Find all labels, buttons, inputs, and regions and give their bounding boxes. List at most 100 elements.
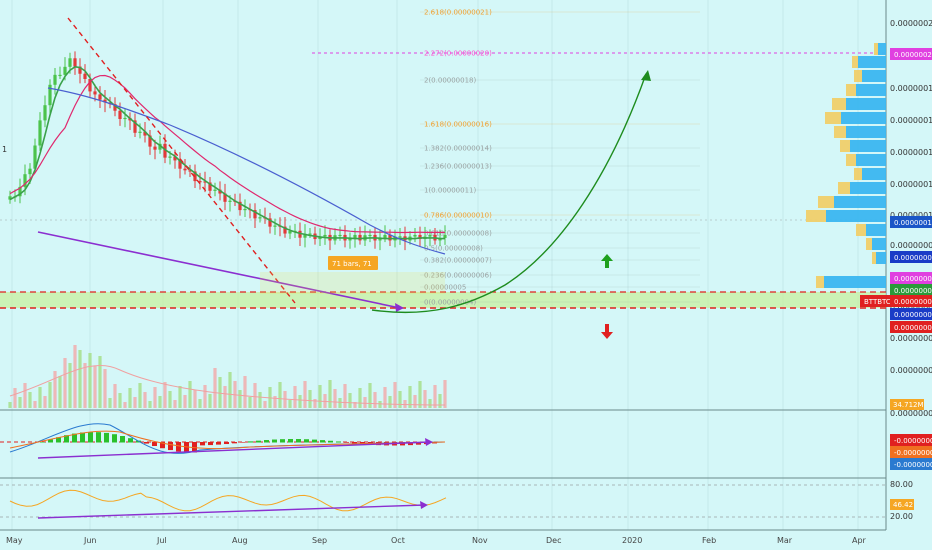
arrow-up-icon (601, 254, 613, 268)
volume-bar (278, 382, 282, 408)
candle-body (218, 189, 222, 194)
volume-ma-line (9, 364, 446, 406)
volume-bar (53, 371, 57, 408)
candle-body (228, 200, 232, 202)
macd-badge-box (890, 446, 932, 458)
volume-bar (198, 399, 202, 408)
volume-pane (8, 345, 447, 408)
candle-body (48, 84, 52, 106)
macd-badge-box (890, 458, 932, 470)
macd-histogram-bar (256, 440, 261, 443)
candle-body (383, 234, 387, 238)
price-badge-box (890, 321, 932, 333)
month-label: Mar (777, 536, 793, 545)
volume-bar (168, 391, 172, 408)
volume-bar (263, 401, 267, 408)
price-tick-label: 0.00000001 (890, 366, 932, 375)
consolidation-box (260, 272, 445, 294)
volume-profile-bar (852, 56, 858, 68)
volume-bar (238, 390, 242, 408)
fib-label: 0.5(0.00000008) (424, 245, 483, 253)
candle-body (243, 208, 247, 211)
candle-body (58, 74, 62, 77)
fib-label: 0.618(0.00000008) (424, 230, 492, 238)
candle-body (43, 105, 47, 121)
fib-label: 1.382(0.00000014) (424, 145, 492, 153)
volume-bar (143, 392, 147, 408)
fib-levels: 2.618(0.00000021) 2.272(0.00000020) 2(0.00… (0, 9, 886, 307)
candle-body (153, 146, 157, 150)
volume-bar (33, 401, 37, 408)
price-tick-label: 0.00000010 (890, 211, 932, 220)
volume-bar (378, 401, 382, 408)
volume-bar (418, 381, 422, 408)
macd-histogram-bar (264, 440, 269, 443)
candle-body (338, 234, 342, 237)
volume-bar (58, 376, 62, 408)
macd-histogram-bar (208, 442, 213, 446)
price-tick-label: 0.00000014 (890, 148, 932, 157)
macd-histogram-bar (64, 435, 69, 443)
candle-body (323, 234, 327, 237)
macd-histogram-bar (48, 439, 53, 443)
macd-histogram-bar (320, 440, 325, 443)
month-label: May (6, 536, 23, 545)
candle-body (133, 120, 137, 133)
volume-bar (253, 383, 257, 408)
lower-trend-line (37, 231, 401, 309)
volume-bar (333, 389, 337, 408)
candle-body (298, 230, 302, 238)
candle-body (198, 181, 202, 183)
month-label: Feb (702, 536, 716, 545)
candle-body (103, 99, 107, 103)
candle-body (188, 170, 192, 172)
macd-badge-box (890, 434, 932, 446)
candle-body (168, 156, 172, 158)
rsi-pane (0, 484, 886, 519)
candle-body (53, 74, 57, 85)
volume-bar (123, 402, 127, 408)
candle-body (418, 234, 422, 240)
volume-bar (348, 393, 352, 408)
volume-bar (103, 369, 107, 408)
volume-bar (88, 353, 92, 408)
volume-bar (113, 384, 117, 408)
rsi-badge: 46.42 (893, 501, 913, 509)
volume-bar (258, 392, 262, 408)
macd-histogram-bar (128, 438, 133, 443)
macd-histogram-bar (40, 442, 45, 443)
volume-profile-bar (846, 154, 856, 166)
volume-bar (128, 388, 132, 408)
volume-bar (293, 386, 297, 408)
macd-histogram-bar (88, 432, 93, 443)
volume-bar (178, 386, 182, 408)
fib-label: 0(0.00000004) (424, 299, 476, 307)
arrow-head-icon (420, 501, 428, 509)
volume-profile-bar (872, 252, 876, 264)
volume-bar (183, 395, 187, 408)
ema-mid-line (9, 74, 445, 234)
volume-profile-bar (856, 224, 866, 236)
candle-body (123, 117, 127, 120)
candle-body (208, 182, 212, 191)
candle-body (8, 196, 12, 200)
volume-profile-bar (818, 196, 834, 208)
volume-profile-bar (834, 196, 886, 208)
volume-bar (78, 350, 82, 408)
bars-label-text: 71 bars, 71 (332, 260, 372, 268)
macd-histogram-bar (240, 442, 245, 443)
volume-bar (193, 390, 197, 408)
candle-body (288, 231, 292, 234)
arrow-head-icon (395, 303, 404, 312)
volume-profile-bar (846, 126, 886, 138)
volume-bar (308, 390, 312, 408)
moving-averages (9, 65, 446, 255)
volume-bar (323, 394, 327, 408)
price-badge-box (890, 216, 932, 228)
rsi-tick-label: 20.00 (890, 512, 913, 521)
symbol-badge-box (860, 295, 890, 307)
price-badge: 0.00000004 (894, 324, 932, 332)
